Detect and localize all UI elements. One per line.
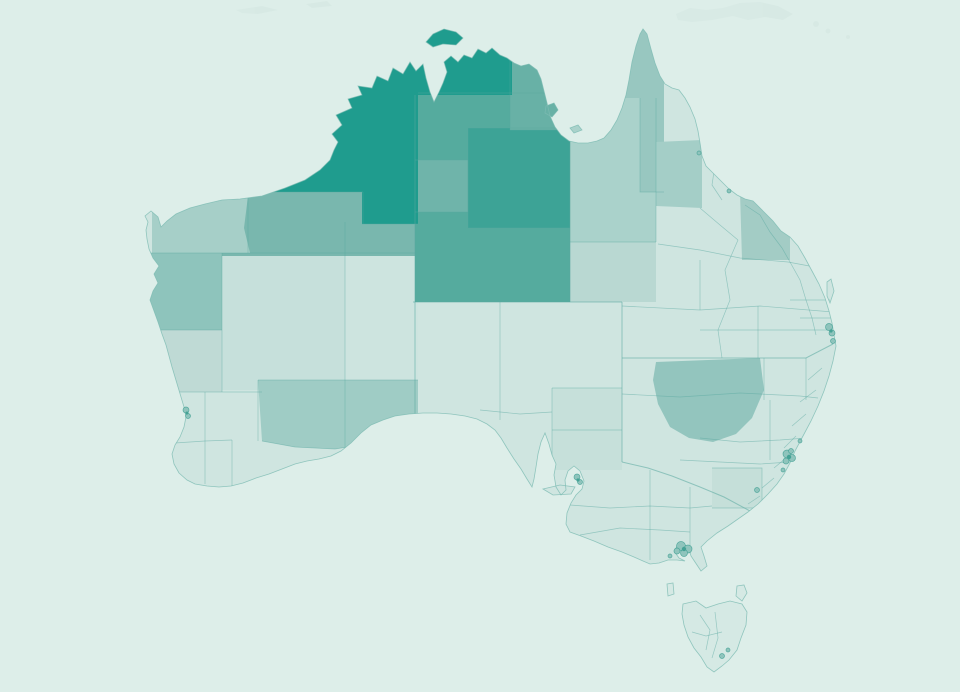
hobart-cluster[interactable] [719,647,731,659]
region-wa-interior[interactable] [222,253,345,390]
coastline-outline [144,28,837,673]
wollongong-cluster[interactable] [780,467,786,473]
region-pilbara[interactable] [218,192,418,256]
new-guinea-coast [676,2,793,22]
region-qld-outback[interactable] [570,242,656,302]
small-island-north [306,1,332,8]
brisbane-core[interactable] [829,329,833,333]
region-sa-northeast[interactable] [552,388,622,470]
region-qld-coastal-north[interactable] [656,140,702,208]
region-nt-victoria-daly[interactable] [415,160,468,212]
geelong-cluster[interactable] [667,553,673,559]
perth-core[interactable] [185,411,189,415]
neighbor-landmass-group [236,1,850,39]
timor-island [236,6,278,14]
islet [846,35,850,39]
urban-cluster-group [182,150,836,659]
sydney-core[interactable] [786,454,792,460]
cairns-cluster[interactable] [696,150,702,156]
region-borders [145,29,834,659]
newcastle-cluster[interactable] [797,438,803,444]
canberra-cluster[interactable] [754,487,760,493]
region-vic-alpine[interactable] [712,468,762,508]
region-gascoyne[interactable] [138,253,222,330]
islet [825,28,831,34]
adelaide-core[interactable] [576,478,580,482]
townsville-cluster[interactable] [726,188,732,194]
melbourne-core[interactable] [681,546,687,552]
region-nt-barkly[interactable] [468,128,570,228]
islet [813,21,819,27]
region-nsw-far-west[interactable] [653,358,764,442]
